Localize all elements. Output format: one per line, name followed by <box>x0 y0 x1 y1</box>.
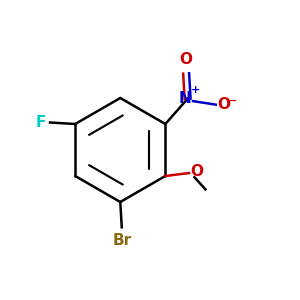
Text: −: − <box>228 96 237 106</box>
Text: O: O <box>180 52 193 67</box>
Text: +: + <box>191 85 201 95</box>
Text: N: N <box>179 91 192 106</box>
Text: O: O <box>217 97 230 112</box>
Text: O: O <box>190 164 203 179</box>
Text: F: F <box>36 115 46 130</box>
Text: Br: Br <box>112 232 131 247</box>
